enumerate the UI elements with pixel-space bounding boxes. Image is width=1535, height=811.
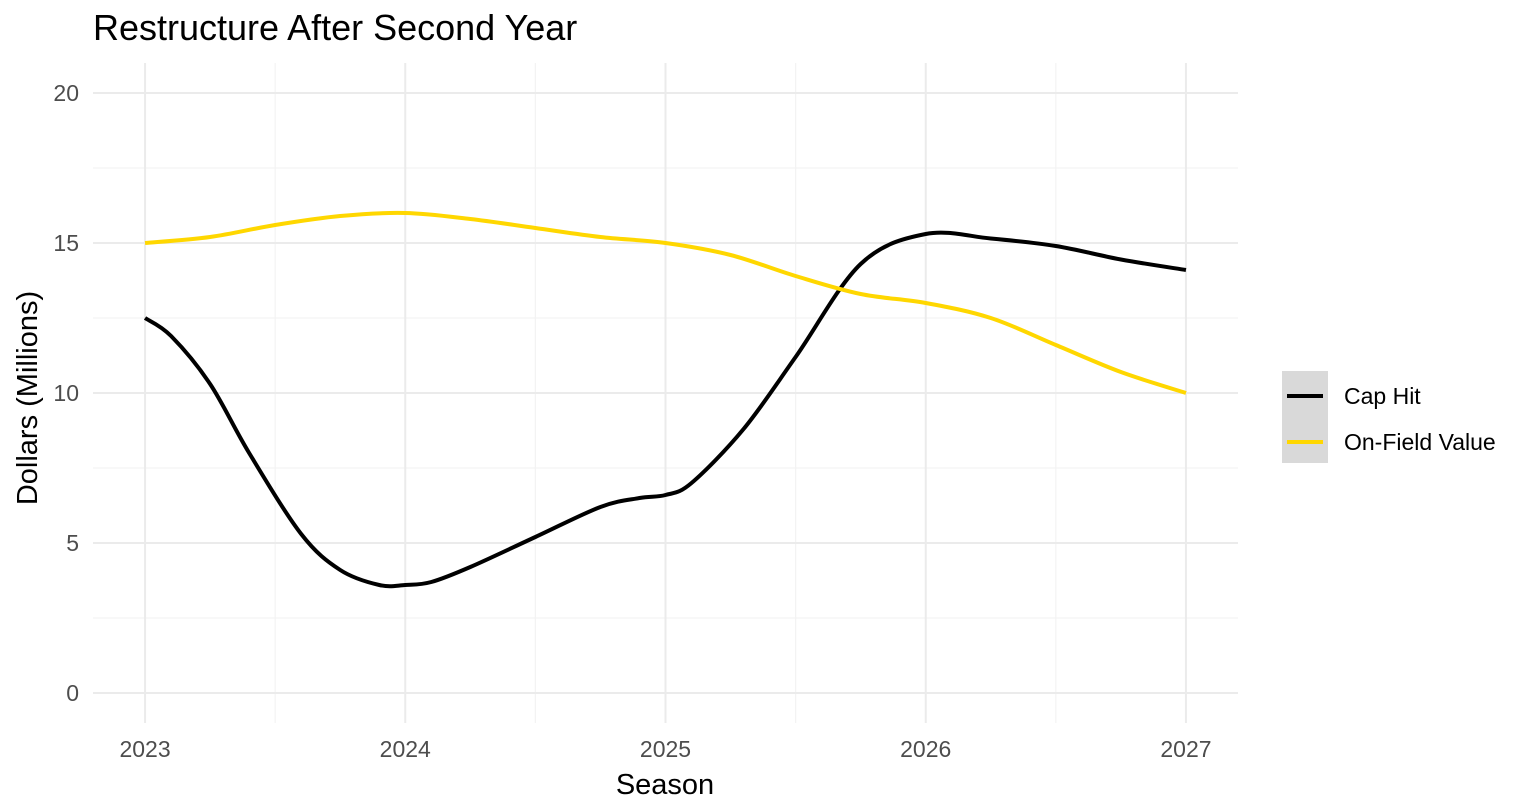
chart-title: Restructure After Second Year [93, 7, 577, 48]
legend-label-cap-hit: Cap Hit [1344, 383, 1421, 409]
y-tick-label: 5 [66, 530, 79, 556]
x-tick-label: 2026 [900, 736, 951, 762]
legend-items: Cap Hit On-Field Value [1287, 383, 1496, 455]
legend-key-background [1282, 371, 1328, 463]
x-tick-label: 2025 [640, 736, 691, 762]
y-tick-label: 15 [53, 230, 79, 256]
y-tick-label: 10 [53, 380, 79, 406]
y-axis-title: Dollars (Millions) [12, 291, 44, 505]
x-tick-label: 2027 [1160, 736, 1211, 762]
y-tick-label: 0 [66, 680, 79, 706]
x-tick-label: 2024 [380, 736, 431, 762]
legend-label-on-field-value: On-Field Value [1344, 429, 1496, 455]
series-lines [143, 210, 1187, 589]
x-axis-ticks: 2023 2024 2025 2026 2027 [119, 736, 1211, 762]
x-tick-label: 2023 [119, 736, 170, 762]
legend: Cap Hit On-Field Value [1282, 371, 1496, 463]
series-line-on-field-value [144, 210, 1187, 395]
y-axis-ticks: 0 5 10 15 20 [53, 80, 79, 706]
grid [93, 63, 1238, 723]
series-line-cap-hit [143, 230, 1187, 589]
y-tick-label: 20 [53, 80, 79, 106]
x-axis-title: Season [616, 769, 714, 801]
